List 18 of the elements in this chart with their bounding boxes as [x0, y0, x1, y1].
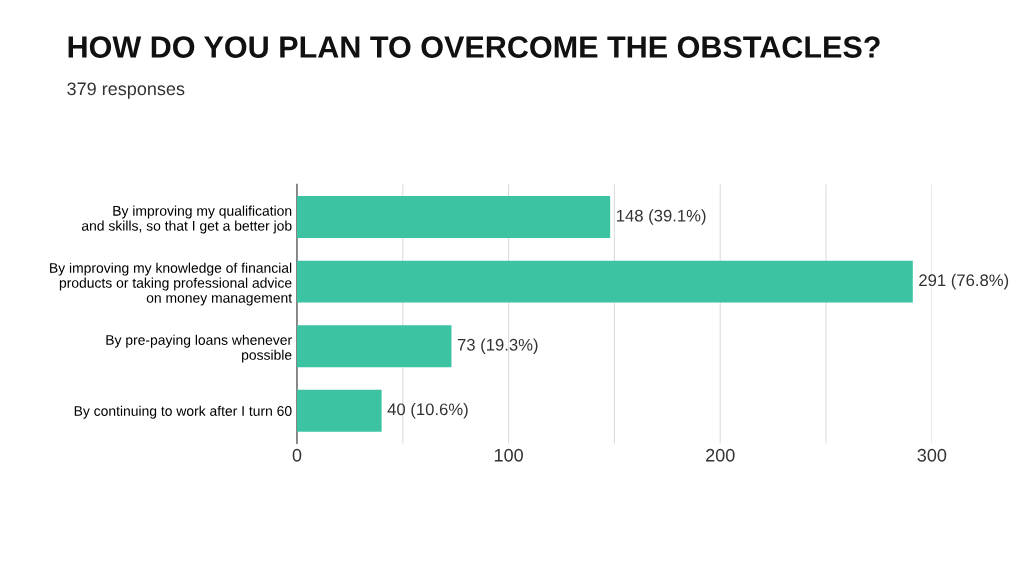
- data-label: 73 (19.3%): [457, 338, 538, 354]
- x-tick-label: 300: [917, 448, 947, 462]
- x-tick-label: 200: [706, 448, 735, 462]
- y-tick-label: By improving my qualification and skills, so that I get a better job: [81, 205, 292, 234]
- data-label: 291 (76.8%): [919, 273, 1009, 290]
- bar: [296, 389, 382, 432]
- bar: [296, 325, 452, 368]
- bar: [296, 260, 913, 303]
- chart-title: HOW DO YOU PLAN TO OVERCOME THE OBSTACLES?: [68, 36, 880, 58]
- bar: [296, 196, 611, 239]
- y-tick-label: By continuing to work after I turn 60: [74, 405, 292, 419]
- x-tick-label: 0: [292, 448, 302, 462]
- y-tick-label: By pre-paying loans whenever possible: [106, 334, 292, 363]
- y-tick-label: By improving my knowledge of financial products or taking professional advice on money management: [50, 262, 293, 306]
- text: 379 responses: [67, 82, 185, 99]
- data-label: 148 (39.1%): [616, 209, 706, 225]
- data-label: 40 (10.6%): [387, 402, 468, 419]
- x-tick-label: 100: [494, 448, 523, 462]
